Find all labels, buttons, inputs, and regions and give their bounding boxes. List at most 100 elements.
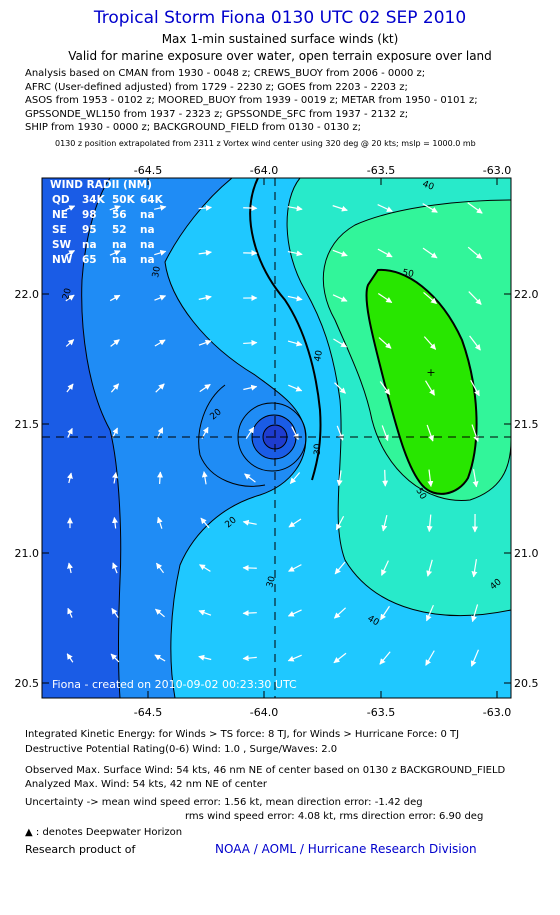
wind-vector <box>243 384 258 391</box>
wind-vector <box>154 339 166 347</box>
wind-radii-cell: 95 <box>82 224 97 236</box>
wind-vector <box>426 604 434 622</box>
wind-vector <box>469 335 481 351</box>
wind-vector <box>112 471 118 484</box>
wind-vector <box>109 205 121 211</box>
wind-vector <box>379 651 391 665</box>
analysis-line: Analysis based on CMAN from 1930 - 0048 … <box>25 68 426 79</box>
wind-vector <box>154 295 167 301</box>
wind-radii-column-header: 34K <box>82 194 106 206</box>
wind-vector <box>67 427 73 438</box>
contour-label: 50 <box>401 268 414 280</box>
legend-line: ▲ : denotes Deepwater Horizon <box>25 827 182 838</box>
contour-label: 20 <box>61 287 74 301</box>
wind-vector <box>422 203 438 213</box>
wind-vector <box>333 652 347 664</box>
wind-vector <box>154 654 166 662</box>
lon-tick-label-bottom: -64.0 <box>250 706 278 719</box>
wind-vector <box>426 559 433 577</box>
wind-vector <box>471 424 480 443</box>
wind-vector <box>287 295 303 302</box>
wind-vector <box>198 654 212 661</box>
contour-fill-group <box>42 178 511 698</box>
observed-max-line: Observed Max. Surface Wind: 54 kts, 46 n… <box>25 765 506 776</box>
lon-tick-label-top: -64.5 <box>134 164 162 177</box>
wind-vector <box>336 470 343 487</box>
contour-line-20-inner <box>198 384 266 487</box>
wind-vector <box>65 294 75 302</box>
wind-vector <box>154 204 167 211</box>
wind-vector <box>67 562 73 574</box>
wind-vectors <box>65 202 483 667</box>
wind-vector <box>470 649 480 667</box>
lat-tick-label-right: 21.5 <box>514 418 539 431</box>
wind-vector <box>66 383 74 393</box>
lat-tick-label-left: 20.5 <box>15 677 40 690</box>
wind-radii-cell: na <box>140 239 155 251</box>
wind-vector <box>427 469 434 488</box>
noaa-aoml-link[interactable]: NOAA / AOML / Hurricane Research Divisio… <box>215 842 477 856</box>
map-credit: Fiona - created on 2010-09-02 00:23:30 U… <box>52 678 297 691</box>
wind-vector <box>334 561 346 575</box>
legend-text: : denotes Deepwater Horizon <box>35 827 183 838</box>
contour-fill-10 <box>42 178 121 698</box>
contour-line-34kt <box>249 178 322 481</box>
wind-radii-cell: 56 <box>112 209 127 221</box>
wind-vector <box>423 291 437 305</box>
wind-vector <box>154 249 167 256</box>
dpr-line: Destructive Potential Rating(0-6) Wind: … <box>25 744 338 755</box>
wind-vector <box>201 471 208 485</box>
wind-vector <box>380 605 390 621</box>
wind-vector <box>242 519 257 526</box>
analysis-line: ASOS from 1953 - 0102 z; MOORED_BUOY fro… <box>25 95 478 107</box>
wind-vector <box>332 249 348 257</box>
wind-vector <box>287 340 303 347</box>
wind-analysis-map: + -64.5 -64.0 -63.5 -63.0 -64.5 -64.0 -6… <box>15 164 539 719</box>
contour-line-50 <box>365 268 478 495</box>
wind-vector <box>333 607 347 619</box>
wind-radii-cell: SE <box>52 224 67 236</box>
map-subtitle: Max 1-min sustained surface winds (kt) <box>161 32 399 46</box>
wind-radii-cell: 98 <box>82 209 97 221</box>
wind-vector <box>288 564 302 572</box>
wind-vector <box>242 610 257 617</box>
position-note: 0130 z position extrapolated from 2311 z… <box>55 139 476 148</box>
wind-vector <box>110 653 120 663</box>
wind-radii-cell: na <box>112 239 127 251</box>
wind-radii-cell: NW <box>52 254 73 266</box>
wind-vector <box>426 424 434 442</box>
wind-vector <box>379 381 391 396</box>
wind-vector <box>67 472 73 484</box>
wind-radii-cell: na <box>140 209 155 221</box>
wind-vector <box>333 338 348 348</box>
wind-vector <box>156 516 163 529</box>
wind-vector <box>288 518 302 528</box>
contour-line-50-outer <box>322 199 511 501</box>
wind-vector <box>244 473 256 483</box>
wind-vector <box>242 655 257 662</box>
wind-vector <box>287 609 302 617</box>
wind-vector <box>111 607 119 618</box>
wind-vector <box>382 469 389 487</box>
ike-line: Integrated Kinetic Energy: for Winds > T… <box>25 729 460 740</box>
max-wind-marker: + <box>426 366 435 379</box>
lat-tick-label-right: 20.5 <box>514 677 539 690</box>
wind-radii-cell: NE <box>52 209 68 221</box>
wind-vector <box>65 339 75 347</box>
wind-vector <box>245 426 255 439</box>
wind-vector <box>426 514 433 533</box>
contour-line-10 <box>81 178 122 698</box>
wind-radii-table: WIND RADII (NM) QD 34K 50K 64K NE 98 56 na SE 95 5… <box>50 179 164 266</box>
contour-label: 40 <box>313 349 325 362</box>
wind-vector <box>471 559 478 578</box>
wind-vector <box>377 248 393 258</box>
wind-vector <box>381 425 389 442</box>
wind-vector <box>425 380 435 396</box>
wind-vector <box>467 202 483 214</box>
lon-tick-label-bottom: -63.0 <box>483 706 511 719</box>
lat-tick-label-left: 21.0 <box>15 547 40 560</box>
map-validity-note: Valid for marine exposure over water, op… <box>68 49 492 63</box>
wind-vector <box>332 205 348 212</box>
wind-vector <box>287 205 303 212</box>
lat-tick-label-left: 22.0 <box>15 288 40 301</box>
